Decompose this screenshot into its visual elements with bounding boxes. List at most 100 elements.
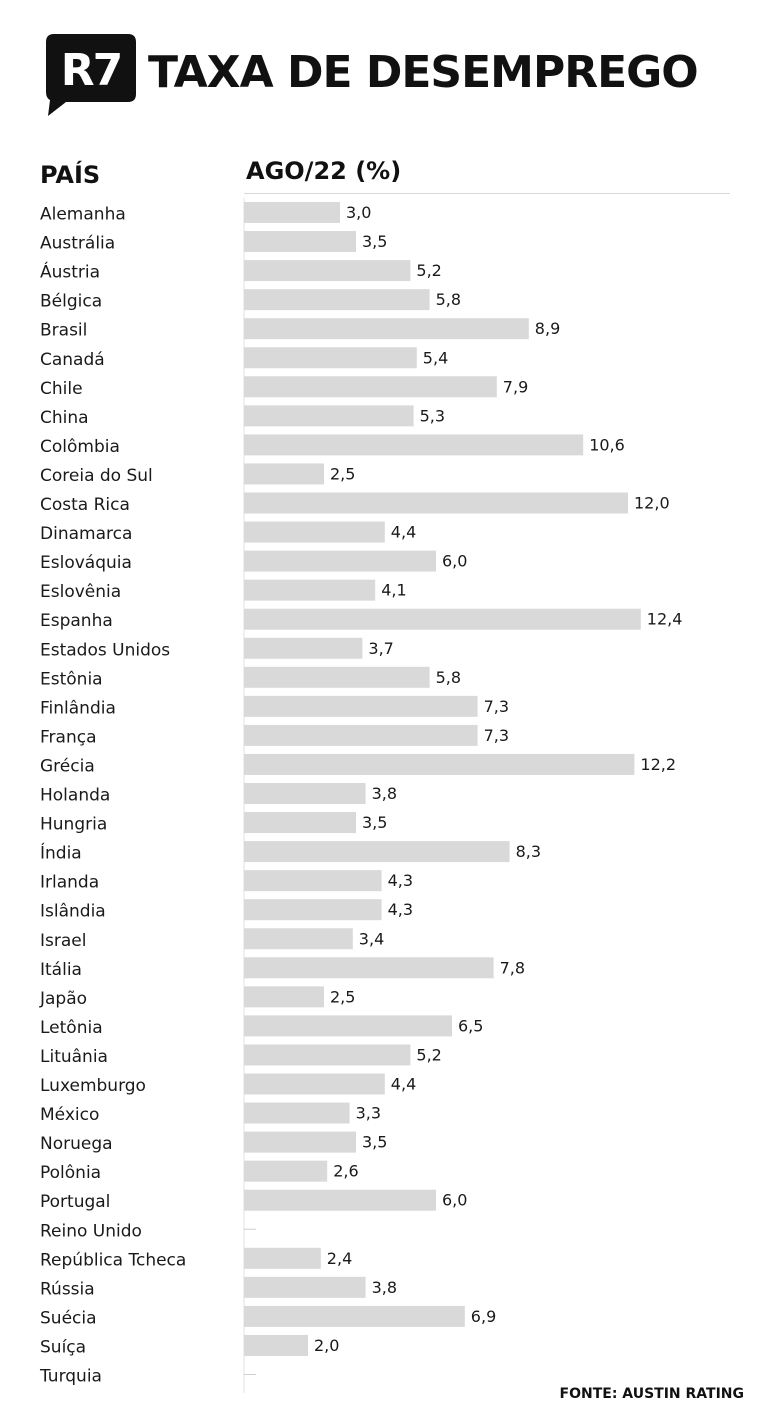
country-label: Islândia [40, 902, 106, 922]
value-label: 5,3 [420, 406, 445, 425]
bar-row: Islândia 4,3 [40, 899, 413, 922]
country-label: Turquia [39, 1367, 102, 1387]
country-label: Japão [39, 989, 87, 1009]
country-label: Canadá [40, 350, 105, 370]
bar [244, 463, 324, 485]
bar-row: Israel 3,4 [40, 928, 384, 951]
bar-row: Holanda 3,8 [40, 783, 397, 806]
value-label: 2,5 [330, 464, 355, 483]
country-label: Hungria [40, 815, 107, 835]
country-label: México [40, 1105, 99, 1125]
country-label: Eslováquia [40, 553, 132, 573]
bar-row: Áustria 5,2 [40, 260, 442, 283]
bar [244, 231, 356, 253]
bar-row: Itália 7,8 [40, 957, 525, 980]
country-label: Grécia [40, 756, 95, 776]
bar-row: Estados Unidos 3,7 [40, 637, 394, 660]
bar-row: México 3,3 [40, 1102, 381, 1125]
country-label: Costa Rica [40, 495, 130, 515]
bar [244, 1247, 321, 1269]
bar-row: Bélgica 5,8 [40, 289, 461, 312]
r7-logo: R7 [46, 34, 136, 116]
value-label: 2,5 [330, 987, 355, 1006]
value-label: 4,3 [388, 871, 413, 890]
bar [244, 1102, 350, 1124]
country-label: Coreia do Sul [40, 466, 153, 486]
country-label: Luxemburgo [40, 1076, 146, 1096]
country-label: Israel [40, 931, 86, 951]
country-label: França [40, 727, 97, 747]
header-divider [244, 193, 730, 194]
bar [244, 434, 584, 456]
bar-row: Japão 2,5 [39, 986, 355, 1009]
bar-row: Letônia 6,5 [40, 1015, 483, 1038]
country-label: Noruega [40, 1134, 113, 1154]
country-label: Portugal [40, 1192, 110, 1212]
value-label: 3,3 [356, 1104, 381, 1123]
value-label: 5,2 [416, 1045, 441, 1064]
bar [244, 666, 430, 688]
bar [244, 405, 414, 427]
bar [244, 289, 430, 311]
country-label: Irlanda [40, 873, 99, 893]
bar [244, 318, 529, 340]
value-column-header: AGO/22 (%) [246, 157, 402, 185]
bar-row: Estônia 5,8 [40, 666, 461, 689]
country-label: Espanha [40, 611, 113, 631]
bar [244, 928, 353, 950]
bar-row: Reino Unido [40, 1221, 256, 1241]
bar-row: Rússia 3,8 [40, 1276, 397, 1299]
bar [244, 812, 356, 834]
country-column-header: PAÍS [40, 161, 101, 189]
bar [244, 724, 478, 746]
bar [244, 579, 376, 601]
value-label: 6,5 [458, 1016, 483, 1035]
value-label: 2,4 [327, 1249, 352, 1268]
country-label: Rússia [40, 1279, 95, 1299]
value-label: 4,4 [391, 523, 416, 542]
country-label: Índia [40, 842, 82, 864]
value-label: 5,8 [436, 290, 461, 309]
bar [244, 608, 641, 630]
country-label: Brasil [40, 321, 87, 341]
bar [244, 1015, 452, 1037]
country-label: Lituânia [40, 1047, 108, 1067]
country-label: Suécia [40, 1308, 97, 1328]
bar [244, 1131, 356, 1153]
value-label: 5,2 [416, 261, 441, 280]
bar [244, 376, 497, 398]
bar [244, 1044, 411, 1066]
bar-row: Noruega 3,5 [40, 1131, 387, 1154]
bar-row: Grécia 12,2 [40, 753, 676, 776]
country-label: Chile [40, 379, 83, 399]
country-label: Finlândia [40, 698, 116, 718]
bar [244, 695, 478, 717]
country-label: Colômbia [40, 437, 120, 457]
bar-row: Austrália 3,5 [40, 231, 387, 254]
bar-row: Brasil 8,9 [40, 318, 560, 341]
value-label: 3,4 [359, 929, 384, 948]
value-label: 3,8 [372, 784, 397, 803]
country-label: Alemanha [40, 205, 126, 225]
value-label: 3,5 [362, 813, 387, 832]
bar [244, 870, 382, 892]
bar-row: Chile 7,9 [40, 376, 528, 399]
bar [244, 260, 411, 282]
bar [244, 899, 382, 921]
bar-row: Colômbia 10,6 [40, 434, 625, 457]
value-label: 3,5 [362, 232, 387, 251]
value-label: 2,0 [314, 1336, 339, 1355]
value-label: 3,7 [368, 639, 393, 658]
country-label: Bélgica [40, 292, 102, 312]
value-label: 3,0 [346, 203, 371, 222]
value-label: 7,8 [500, 958, 525, 977]
bar-row: Canadá 5,4 [40, 347, 448, 370]
bar [244, 986, 324, 1008]
bar [244, 347, 417, 369]
bar-row: Dinamarca 4,4 [40, 521, 416, 544]
bar [244, 1305, 465, 1327]
bar-row: Polônia 2,6 [40, 1160, 359, 1183]
bar-row: Eslováquia 6,0 [40, 550, 467, 573]
bar [244, 637, 363, 659]
